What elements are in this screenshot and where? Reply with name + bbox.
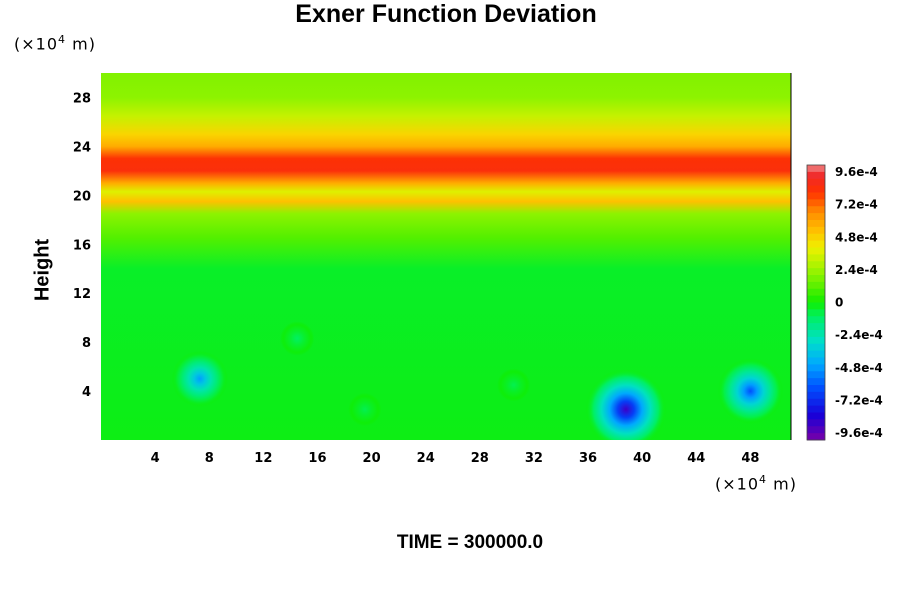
colorbar-label: 4.8e-4 bbox=[835, 230, 878, 244]
colorbar-segment bbox=[807, 185, 825, 193]
colorbar-segment bbox=[807, 268, 825, 276]
colorbar-label: 9.6e-4 bbox=[835, 165, 878, 179]
x-tick-label: 40 bbox=[633, 451, 651, 466]
colorbar-segment bbox=[807, 364, 825, 372]
x-tick-label: 44 bbox=[687, 451, 705, 466]
anomaly-blob bbox=[497, 368, 531, 402]
x-axis-unit: (×104 m) bbox=[715, 473, 797, 494]
colorbar-segment bbox=[807, 350, 825, 358]
colorbar-segment bbox=[807, 426, 825, 434]
colorbar-segment bbox=[807, 261, 825, 269]
colorbar: 9.6e-4 7.2e-4 4.8e-4 2.4e-4 0 -2.4e-4 -4.8e-4 -… bbox=[806, 164, 883, 441]
y-tick-label: 20 bbox=[73, 189, 91, 204]
x-tick-label: 12 bbox=[254, 451, 272, 466]
x-tick-label: 48 bbox=[741, 451, 759, 466]
x-tick-label: 28 bbox=[471, 451, 489, 466]
colorbar-segment bbox=[807, 419, 825, 427]
colorbar-segment bbox=[807, 378, 825, 386]
x-tick-label: 20 bbox=[363, 451, 381, 466]
colorbar-segment bbox=[807, 405, 825, 413]
time-label: TIME = 300000.0 bbox=[396, 532, 544, 553]
y-tick-label: 12 bbox=[73, 287, 91, 302]
colorbar-segment bbox=[807, 254, 825, 262]
colorbar-segment bbox=[807, 240, 825, 248]
colorbar-segment bbox=[807, 281, 825, 290]
colorbar-segment bbox=[807, 391, 825, 400]
anomaly-blob bbox=[348, 392, 382, 426]
colorbar-segment bbox=[807, 233, 825, 242]
colorbar-segment bbox=[807, 226, 825, 235]
y-tick-label: 24 bbox=[73, 140, 91, 155]
colorbar-segment bbox=[807, 220, 825, 228]
colorbar-segment bbox=[807, 192, 825, 200]
y-tick-label: 28 bbox=[73, 91, 91, 106]
colorbar-segment bbox=[807, 295, 825, 303]
colorbar-label: 7.2e-4 bbox=[835, 198, 878, 212]
y-tick-label: 4 bbox=[82, 385, 91, 400]
colorbar-segment bbox=[807, 371, 825, 379]
colorbar-segment bbox=[807, 247, 825, 255]
y-tick-label: 16 bbox=[73, 238, 91, 253]
colorbar-segment bbox=[807, 336, 825, 345]
colorbar-segment bbox=[807, 323, 825, 331]
colorbar-label: 2.4e-4 bbox=[835, 263, 878, 277]
colorbar-segment bbox=[807, 178, 825, 187]
colorbar-segment bbox=[807, 171, 825, 180]
colorbar-label: -7.2e-4 bbox=[835, 393, 883, 407]
colorbar-segment bbox=[807, 385, 825, 393]
colorbar-segment bbox=[807, 165, 825, 173]
anomaly-blob bbox=[280, 321, 315, 356]
x-tick-label: 24 bbox=[417, 451, 435, 466]
x-tick-label: 4 bbox=[151, 451, 160, 466]
colorbar-label: -4.8e-4 bbox=[835, 361, 883, 375]
x-tick-label: 8 bbox=[205, 451, 214, 466]
y-axis-unit: (×104 m) bbox=[14, 33, 96, 54]
anomaly-blob bbox=[717, 358, 784, 424]
colorbar-segment bbox=[807, 302, 825, 310]
colorbar-segment bbox=[807, 412, 825, 420]
colorbar-segment bbox=[807, 398, 825, 407]
colorbar-label: 0 bbox=[835, 296, 843, 310]
y-tick-label: 8 bbox=[82, 336, 91, 351]
colorbar-label: -9.6e-4 bbox=[835, 426, 883, 440]
colorbar-segment bbox=[807, 275, 825, 283]
chart-title: Exner Function Deviation bbox=[295, 0, 597, 28]
colorbar-segment bbox=[807, 433, 825, 441]
colorbar-segment bbox=[807, 288, 825, 297]
colorbar-segment bbox=[807, 309, 825, 317]
x-tick-label: 16 bbox=[308, 451, 326, 466]
colorbar-label: -2.4e-4 bbox=[835, 328, 883, 342]
colorbar-segment bbox=[807, 357, 825, 365]
x-tick-label: 36 bbox=[579, 451, 597, 466]
colorbar-segment bbox=[807, 343, 825, 352]
anomaly-blob bbox=[171, 350, 228, 407]
anomaly-blob bbox=[585, 368, 667, 440]
plot-area bbox=[101, 73, 791, 440]
colorbar-segment bbox=[807, 330, 825, 338]
colorbar-segment bbox=[807, 199, 825, 207]
x-tick-label: 32 bbox=[525, 451, 543, 466]
colorbar-segment bbox=[807, 316, 825, 324]
colorbar-segment bbox=[807, 206, 825, 214]
colorbar-segment bbox=[807, 213, 825, 221]
